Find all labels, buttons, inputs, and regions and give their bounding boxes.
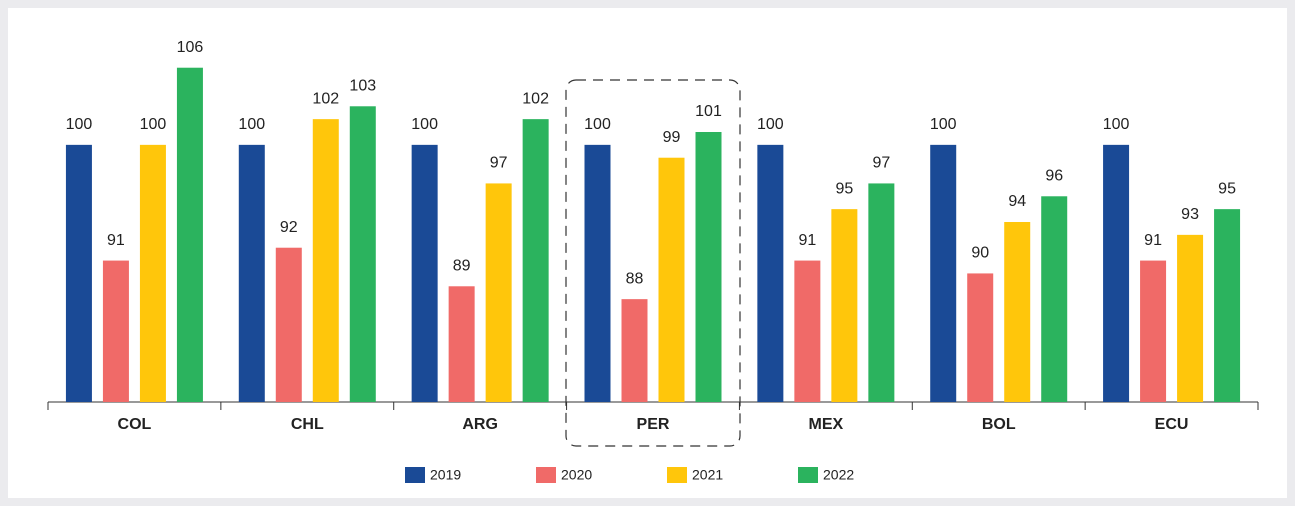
highlight-box <box>565 79 741 447</box>
value-label: 102 <box>312 90 339 107</box>
legend-label: 2020 <box>561 467 592 483</box>
value-label: 96 <box>1045 168 1063 185</box>
bar <box>176 67 203 402</box>
x-tick-label: PER <box>637 416 670 433</box>
x-tick-label: COL <box>118 416 152 433</box>
value-label: 101 <box>695 103 722 120</box>
bar <box>695 132 722 402</box>
bar <box>238 144 265 402</box>
bar <box>1140 260 1167 402</box>
x-tick-label: ECU <box>1155 416 1189 433</box>
value-label: 106 <box>177 39 204 56</box>
value-label: 94 <box>1008 193 1026 210</box>
bar <box>448 286 475 402</box>
value-label: 100 <box>1103 116 1130 133</box>
panel <box>8 8 1287 498</box>
legend-swatch <box>405 467 425 483</box>
value-label: 95 <box>835 180 853 197</box>
x-tick-label: CHL <box>291 416 324 433</box>
value-label: 100 <box>411 116 438 133</box>
legend-label: 2021 <box>692 467 723 483</box>
bar <box>1214 209 1241 402</box>
bar <box>794 260 821 402</box>
value-label: 97 <box>872 155 890 172</box>
value-label: 91 <box>1144 232 1162 249</box>
value-label: 100 <box>66 116 93 133</box>
bar <box>930 144 957 402</box>
bar <box>1103 144 1130 402</box>
bar <box>485 183 512 402</box>
x-tick-label: MEX <box>809 416 844 433</box>
legend-swatch <box>667 467 687 483</box>
bar <box>102 260 129 402</box>
bar <box>139 144 166 402</box>
bar <box>621 299 648 402</box>
value-label: 91 <box>107 232 125 249</box>
value-label: 103 <box>349 78 376 95</box>
legend-label: 2019 <box>430 467 461 483</box>
value-label: 93 <box>1181 206 1199 223</box>
value-label: 90 <box>971 245 989 262</box>
bar <box>658 157 685 402</box>
legend-label: 2022 <box>823 467 854 483</box>
bar <box>522 119 549 403</box>
bar <box>312 119 339 403</box>
bar <box>584 144 611 402</box>
bar <box>868 183 895 402</box>
value-label: 102 <box>522 90 549 107</box>
legend-swatch <box>798 467 818 483</box>
bar <box>1004 222 1031 402</box>
bar <box>831 209 858 402</box>
value-label: 99 <box>663 129 681 146</box>
bar <box>1177 234 1204 402</box>
value-label: 92 <box>280 219 298 236</box>
value-label: 100 <box>757 116 784 133</box>
value-label: 95 <box>1218 180 1236 197</box>
value-label: 88 <box>626 270 644 287</box>
bar <box>411 144 438 402</box>
legend-swatch <box>536 467 556 483</box>
value-label: 97 <box>490 155 508 172</box>
value-label: 100 <box>140 116 167 133</box>
bar <box>65 144 92 402</box>
value-label: 91 <box>798 232 816 249</box>
bar <box>275 247 302 402</box>
bar <box>349 106 376 403</box>
value-label: 89 <box>453 258 471 275</box>
bar <box>1041 196 1068 402</box>
bar <box>967 273 994 402</box>
bar <box>757 144 784 402</box>
value-label: 100 <box>584 116 611 133</box>
x-tick-label: ARG <box>462 416 498 433</box>
value-label: 100 <box>238 116 265 133</box>
x-tick-label: BOL <box>982 416 1016 433</box>
value-label: 100 <box>930 116 957 133</box>
